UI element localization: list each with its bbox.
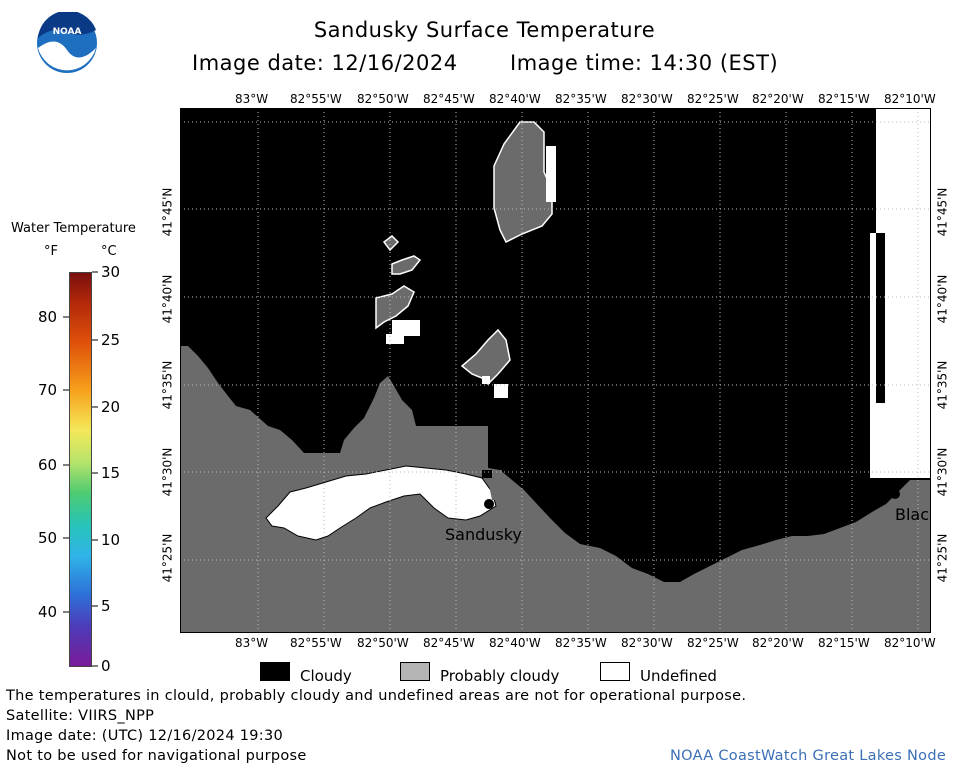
lon-label-bottom: 82°40'W [489, 636, 541, 650]
colorbar [69, 272, 92, 667]
unit-fahrenheit: °F [44, 244, 58, 259]
legend-swatch-undefined [600, 662, 630, 681]
lon-label-bottom: 82°55'W [290, 636, 342, 650]
lat-label-left: 41°35'N [160, 360, 175, 410]
lat-label-right: 41°45'N [935, 187, 950, 237]
cloud-patch [391, 255, 422, 275]
noaa-logo-text: NOAA [53, 27, 82, 37]
satellite-text: Satellite: VIIRS_NPP [6, 708, 155, 724]
f-label-40: 40 [38, 603, 58, 621]
c-label-20: 20 [101, 398, 121, 416]
disclaimer-text: The temperatures in clould, probably clo… [6, 688, 747, 704]
c-label-15: 15 [101, 464, 121, 482]
colorbar-title: Water Temperature [11, 221, 136, 236]
lat-label-left: 41°45'N [160, 187, 175, 237]
f-label-80: 80 [38, 308, 58, 326]
f-label-70: 70 [38, 381, 58, 399]
lon-label-top: 82°15'W [818, 92, 870, 106]
lat-label-left: 41°25'N [160, 533, 175, 583]
f-label-60: 60 [38, 456, 58, 474]
lon-label-bottom: 83°W [235, 636, 269, 650]
lon-label-bottom: 82°45'W [423, 636, 475, 650]
utc-date-text: Image date: (UTC) 12/16/2024 19:30 [6, 728, 284, 744]
lat-label-right: 41°25'N [935, 533, 950, 583]
lon-label-top: 82°20'W [752, 92, 804, 106]
nav-warning-text: Not to be used for navigational purpose [6, 748, 307, 764]
lon-label-top: 82°25'W [687, 92, 739, 106]
lon-label-top: 82°45'W [423, 92, 475, 106]
lon-label-top: 82°30'W [621, 92, 673, 106]
c-label-0: 0 [101, 657, 111, 675]
lon-label-bottom: 82°50'W [357, 636, 409, 650]
lon-label-bottom: 82°35'W [555, 636, 607, 650]
lon-label-top: 82°55'W [290, 92, 342, 106]
legend-label-cloudy: Cloudy [300, 667, 352, 685]
page-title: Sandusky Surface Temperature [313, 18, 656, 42]
place-label-sandusky: Sandusky [445, 525, 522, 544]
lon-label-top: 82°40'W [489, 92, 541, 106]
land-mass [180, 346, 931, 633]
c-label-5: 5 [101, 597, 111, 615]
legend-swatch-cloudy [260, 662, 290, 681]
sandusky-marker [484, 499, 494, 509]
lat-label-right: 41°30'N [935, 447, 950, 497]
noaa-logo: NOAA [37, 12, 97, 73]
lat-label-left: 41°40'N [160, 274, 175, 324]
cloud-patch [460, 328, 511, 386]
map-panel[interactable] [180, 108, 931, 633]
lon-label-bottom: 82°30'W [621, 636, 673, 650]
cloud-patch [382, 235, 400, 252]
image-time: Image time: 14:30 (EST) [510, 51, 779, 75]
c-label-10: 10 [101, 531, 121, 549]
image-date: Image date: 12/16/2024 [192, 51, 458, 75]
lon-label-bottom: 82°20'W [752, 636, 804, 650]
legend-label-undefined: Undefined [640, 667, 717, 685]
blac-marker [890, 489, 900, 499]
cloud-patch [493, 121, 553, 244]
c-label-30: 30 [101, 263, 121, 281]
credit-link[interactable]: NOAA CoastWatch Great Lakes Node [670, 748, 947, 764]
legend-swatch-probably-cloudy [400, 662, 430, 681]
lat-label-right: 41°40'N [935, 274, 950, 324]
unit-celsius: °C [101, 244, 117, 259]
c-label-25: 25 [101, 331, 121, 349]
lat-label-right: 41°35'N [935, 360, 950, 410]
lon-label-bottom: 82°10'W [884, 636, 936, 650]
lon-label-top: 82°35'W [555, 92, 607, 106]
lon-label-top: 83°W [235, 92, 269, 106]
f-label-50: 50 [38, 529, 58, 547]
colorbar-ticks [63, 271, 98, 667]
legend-label-probably-cloudy: Probably cloudy [440, 667, 560, 685]
lat-label-left: 41°30'N [160, 447, 175, 497]
lon-label-top: 82°10'W [884, 92, 936, 106]
lon-label-bottom: 82°25'W [687, 636, 739, 650]
lon-label-bottom: 82°15'W [818, 636, 870, 650]
place-label-blac: Blac [895, 505, 930, 524]
lon-label-top: 82°50'W [357, 92, 409, 106]
